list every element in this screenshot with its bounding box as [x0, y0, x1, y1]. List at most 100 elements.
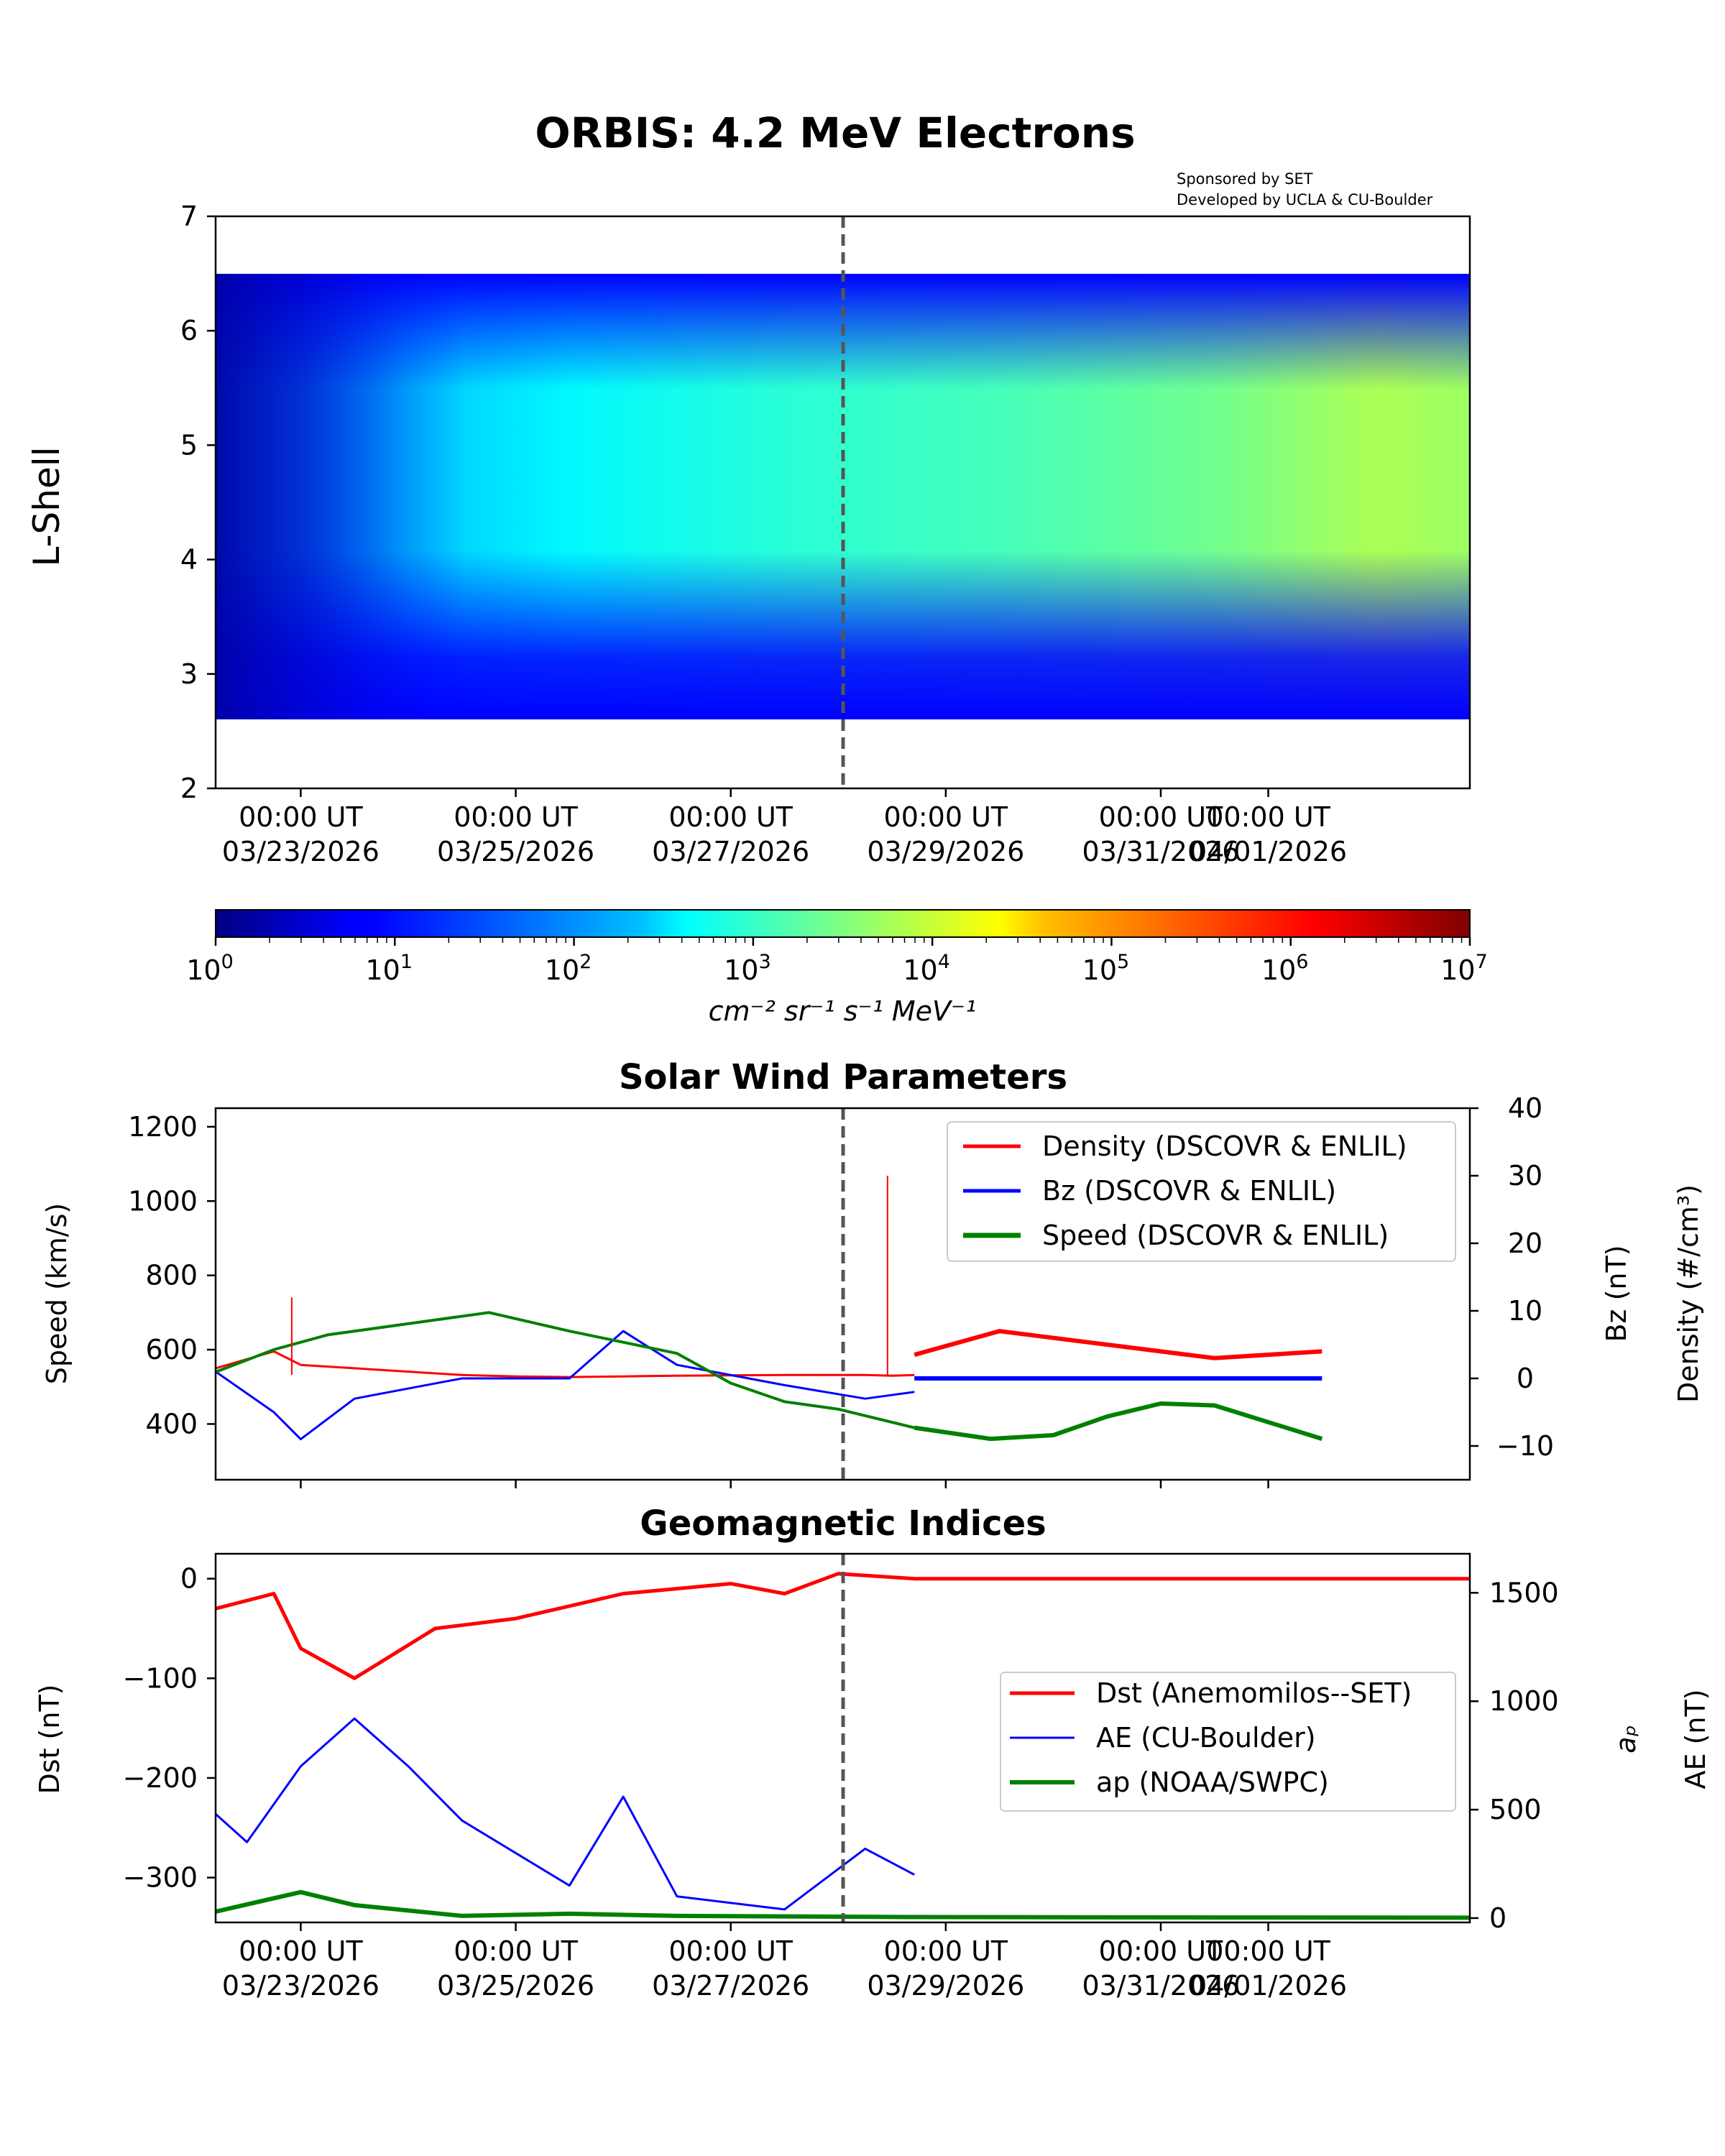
gi-y2tick-label-0: 0: [1489, 1902, 1506, 1934]
heat-ytick-label-3: 3: [180, 658, 198, 690]
sw-y2tick-label-0: 0: [1517, 1363, 1534, 1394]
solar-wind-legend: Density (DSCOVR & ENLIL) Bz (DSCOVR & EN…: [947, 1121, 1456, 1262]
solar-wind-ylabel: Speed (km/s): [41, 1203, 73, 1384]
gi-xtick-date-0: 03/23/2026: [222, 1970, 380, 2001]
solar-wind-y2label-density: Density (#/cm³): [1673, 1184, 1704, 1403]
sw-observed-2: [216, 1311, 915, 1429]
legend-dst-label: Dst (Anemomilos--SET): [1096, 1677, 1412, 1709]
heat-xtick-time-2: 00:00 UT: [668, 801, 793, 833]
cbar-tick-label-0: 100: [186, 951, 234, 986]
geomagnetic-left-ticks: −300 −200 −100 0: [123, 1563, 216, 1894]
geomagnetic-series: [216, 1572, 1470, 1920]
geomagnetic-panel: Geomagnetic Indices −300 −200 −100 0 0 500 10…: [34, 1503, 1711, 2001]
gi-xtick-time-3: 00:00 UT: [884, 1935, 1008, 1967]
cbar-tick-label-1: 101: [366, 951, 413, 986]
sw-y2tick-label-10: 10: [1508, 1295, 1542, 1327]
heatmap-y-ticks: 2 3 4 5 6 7: [180, 201, 216, 804]
geomagnetic-y2label-ae: AE (nT): [1680, 1689, 1711, 1789]
colorbar-gradient: [215, 909, 1471, 938]
heat-xtick-time-0: 00:00 UT: [239, 801, 363, 833]
sw-y2tick-label-20: 20: [1508, 1227, 1542, 1259]
gi-xtick-date-1: 03/25/2026: [437, 1970, 594, 2001]
solar-wind-panel: Solar Wind Parameters 40060080010001200 …: [41, 1057, 1704, 1488]
heat-ytick-label-4: 4: [180, 544, 198, 576]
solar-wind-legend-box: [947, 1121, 1456, 1262]
heatmap-axes-frame: [214, 215, 1471, 790]
gi-xtick-date-3: 03/29/2026: [867, 1970, 1024, 2001]
credit-developer: Developed by UCLA & CU-Boulder: [1177, 191, 1433, 208]
solar-wind-x-ticks: [300, 1480, 1269, 1488]
sw-y2tick-label-30: 30: [1508, 1160, 1542, 1192]
legend-ae-label: AE (CU-Boulder): [1096, 1722, 1316, 1754]
figure-title: ORBIS: 4.2 MeV Electrons: [535, 109, 1135, 157]
heat-xtick-date-2: 03/27/2026: [652, 836, 809, 867]
heat-ytick-label-6: 6: [180, 315, 198, 346]
sw-observed-0: [216, 1350, 915, 1378]
sw-observed-1: [216, 1330, 915, 1441]
geomagnetic-ylabel: Dst (nT): [34, 1685, 65, 1795]
sw-ytick-label-1000: 1000: [128, 1185, 198, 1217]
colorbar-label: cm⁻² sr⁻¹ s⁻¹ MeV⁻¹: [709, 995, 977, 1027]
sw-y2tick-label-40: 40: [1508, 1092, 1542, 1124]
solar-wind-axes-frame: [214, 1107, 1471, 1481]
legend-density-label: Density (DSCOVR & ENLIL): [1042, 1130, 1407, 1162]
legend-ap-label: ap (NOAA/SWPC): [1096, 1766, 1329, 1798]
gi-series-0: [216, 1572, 1470, 1680]
heat-xtick-date-1: 03/25/2026: [437, 836, 594, 867]
gi-ytick-label--200: −200: [123, 1762, 198, 1794]
solar-wind-series: [216, 1176, 1323, 1442]
legend-speed-label: Speed (DSCOVR & ENLIL): [1042, 1220, 1389, 1251]
geomagnetic-legend-box: [1000, 1672, 1456, 1812]
gi-xtick-time-5: 00:00 UT: [1206, 1935, 1330, 1967]
gi-xtick-time-0: 00:00 UT: [239, 1935, 363, 1967]
gi-xtick-time-4: 00:00 UT: [1099, 1935, 1223, 1967]
sw-ytick-label-400: 400: [145, 1408, 198, 1439]
heat-ytick-label-7: 7: [180, 201, 198, 232]
cbar-tick-label-3: 103: [724, 951, 771, 986]
gi-y2tick-label-500: 500: [1489, 1794, 1542, 1825]
sw-ytick-label-1200: 1200: [128, 1111, 198, 1143]
gi-xtick-time-2: 00:00 UT: [668, 1935, 793, 1967]
cbar-tick-label-5: 105: [1082, 951, 1130, 986]
colorbar: 100 101 102 103 104 105 106 107 cm⁻² sr⁻¹ s⁻¹ M…: [186, 909, 1488, 1027]
heat-xtick-date-3: 03/29/2026: [867, 836, 1024, 867]
sw-forecast-2: [914, 1401, 1323, 1442]
cbar-tick-label-2: 102: [545, 951, 592, 986]
gi-xtick-date-4: 03/31/2026: [1082, 1970, 1239, 2001]
sw-ytick-label-600: 600: [145, 1334, 198, 1365]
heat-xtick-time-5: 00:00 UT: [1206, 801, 1330, 833]
heat-xtick-date-5: 04/01/2026: [1190, 836, 1347, 867]
solar-wind-left-ticks: 400 600 800 1000 1200: [128, 1111, 216, 1439]
solar-wind-right-ticks: −10 0 10 20 30 40: [1470, 1092, 1554, 1462]
gi-series-1: [216, 1717, 915, 1911]
geomagnetic-y2label-ap: aₚ: [1610, 1725, 1642, 1754]
heat-ytick-label-5: 5: [180, 429, 198, 461]
cbar-tick-label-4: 104: [903, 951, 950, 986]
solar-wind-y2label-bz: Bz (nT): [1601, 1245, 1632, 1342]
gi-ytick-label--100: −100: [123, 1662, 198, 1694]
heat-xtick-time-3: 00:00 UT: [884, 801, 1008, 833]
gi-series-2: [216, 1889, 1470, 1920]
cbar-tick-label-6: 106: [1261, 951, 1309, 986]
heat-xtick-date-4: 03/31/2026: [1082, 836, 1239, 867]
heat-xtick-time-1: 00:00 UT: [454, 801, 578, 833]
heat-xtick-time-4: 00:00 UT: [1099, 801, 1223, 833]
gi-y2tick-label-1500: 1500: [1489, 1577, 1559, 1608]
geomagnetic-axes-frame: [214, 1552, 1471, 1924]
credit-sponsor: Sponsored by SET: [1177, 170, 1313, 188]
heat-xtick-date-0: 03/23/2026: [222, 836, 380, 867]
gi-xtick-time-1: 00:00 UT: [454, 1935, 578, 1967]
legend-bz-label: Bz (DSCOVR & ENLIL): [1042, 1175, 1336, 1207]
sw-ytick-label-800: 800: [145, 1260, 198, 1291]
gi-y2tick-label-1000: 1000: [1489, 1685, 1559, 1717]
solar-wind-title: Solar Wind Parameters: [619, 1057, 1067, 1097]
gi-ytick-label--300: −300: [123, 1862, 198, 1894]
heat-ytick-label-2: 2: [180, 773, 198, 804]
gi-xtick-date-5: 04/01/2026: [1190, 1970, 1347, 2001]
sw-y2tick-label--10: −10: [1496, 1430, 1554, 1462]
sw-forecast-0: [914, 1329, 1322, 1360]
